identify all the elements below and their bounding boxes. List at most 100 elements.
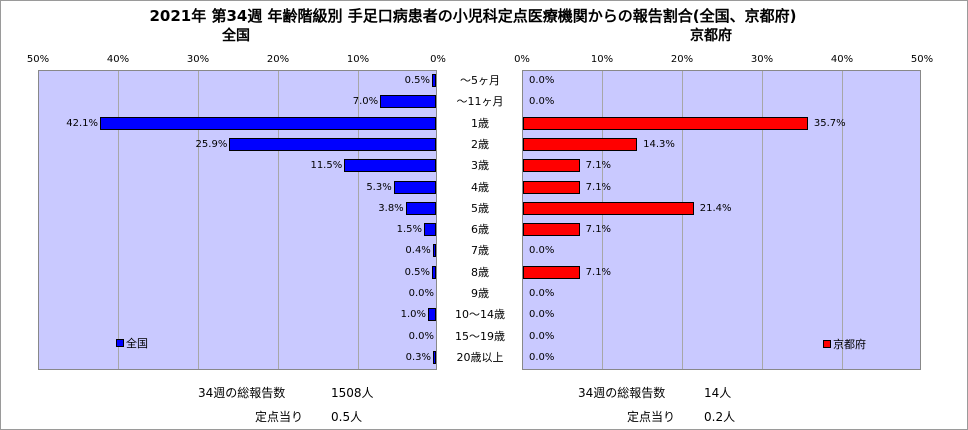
kyoto-gridline [842,71,843,369]
kyoto-bar [523,137,638,151]
age-category-label: 9歳 [471,287,489,300]
national-value-label: 1.5% [396,224,423,236]
national-value-label: 0.3% [405,351,431,363]
age-category-label: ～5ヶ月 [460,74,500,87]
kyoto-value-label: 0.0% [529,330,555,342]
kyoto-per-label: 定点当り [627,410,676,424]
national-value-label: 5.3% [366,181,392,193]
kyoto-per-value: 0.2人 [704,410,736,424]
national-legend: 全国 [116,335,148,351]
national-value-label: 0.0% [408,330,434,342]
kyoto-bar [523,116,808,130]
age-category-label: 7歳 [471,244,489,258]
national-value-label: 11.5% [310,160,343,172]
national-bar [100,116,436,130]
age-category-label: 4歳 [471,180,489,194]
kyoto-legend-label: 京都府 [833,338,866,351]
kyoto-value-label: 35.7% [813,117,846,129]
national-bar [433,350,436,364]
national-legend-swatch [116,339,124,347]
kyoto-gridline [602,71,603,369]
age-category-label: 20歳以上 [456,350,504,364]
kyoto-tick-label: 0% [514,54,530,65]
national-per-label: 定点当り [255,410,304,424]
kyoto-legend-swatch [823,340,831,348]
national-value-label: 25.9% [195,138,228,150]
national-bar [432,265,436,279]
kyoto-tick-label: 40% [830,54,854,65]
kyoto-tick-label: 20% [670,54,694,65]
national-total-value: 1508人 [331,386,374,400]
national-value-label: 0.0% [408,288,434,299]
national-tick-label: 0% [430,54,446,65]
national-bar [229,137,436,151]
age-category-label: 15～19歳 [455,329,505,343]
kyoto-bar [523,223,580,237]
age-category-label: ～11ヶ月 [456,95,504,109]
kyoto-total-label: 34週の総報告数 [578,386,666,400]
national-gridline [278,71,279,369]
kyoto-value-label: 7.1% [585,224,612,236]
kyoto-tick-label: 30% [750,54,774,65]
national-tick-label: 40% [106,54,130,65]
kyoto-legend: 京都府 [823,336,866,352]
age-category-label: 1歳 [471,116,489,130]
kyoto-subtitle: 京都府 [690,28,732,44]
national-bar [432,244,436,258]
national-tick-label: 20% [266,54,290,65]
kyoto-value-label: 0.0% [529,75,555,86]
kyoto-bar [523,159,580,173]
kyoto-value-label: 21.4% [699,202,732,214]
national-total-label: 34週の総報告数 [198,386,286,400]
kyoto-value-label: 0.0% [529,96,555,108]
national-legend-label: 全国 [126,337,148,350]
kyoto-value-label: 7.1% [585,160,612,172]
kyoto-value-label: 14.3% [643,138,675,150]
kyoto-value-label: 0.0% [529,245,555,257]
kyoto-value-label: 7.1% [585,266,612,278]
national-subtitle: 全国 [222,28,250,44]
kyoto-gridline [682,71,683,369]
national-value-label: 42.1% [66,117,99,129]
national-bar [380,95,436,109]
age-category-label: 2歳 [471,137,489,151]
national-value-label: 0.5% [404,75,431,86]
national-value-label: 0.5% [404,266,431,278]
national-value-label: 0.4% [405,245,431,257]
kyoto-tick-label: 50% [910,54,934,65]
national-bar [428,308,436,322]
chart-title: 2021年 第34週 年齢階級別 手足口病患者の小児科定点医療機関からの報告割合… [149,7,797,25]
kyoto-value-label: 0.0% [529,309,555,321]
age-category-label: 10～14歳 [455,308,505,322]
national-bar [405,201,436,215]
national-plot-area [38,70,437,370]
national-bar [344,159,436,173]
kyoto-bar [523,180,580,194]
national-gridline [118,71,119,369]
kyoto-value-label: 0.0% [529,288,555,299]
national-gridline [358,71,359,369]
kyoto-total-value: 14人 [704,386,732,400]
national-gridline [198,71,199,369]
national-tick-label: 50% [26,54,50,65]
kyoto-bar [523,201,694,215]
national-per-value: 0.5人 [331,410,363,424]
age-category-label: 8歳 [471,265,489,279]
national-tick-label: 10% [346,54,370,65]
age-category-label: 6歳 [471,223,489,237]
national-bar [393,180,436,194]
kyoto-value-label: 7.1% [585,181,612,193]
kyoto-tick-label: 10% [590,54,614,65]
national-tick-label: 30% [186,54,210,65]
national-bar [432,74,436,87]
national-value-label: 3.8% [378,202,404,214]
age-category-label: 5歳 [471,201,489,215]
kyoto-gridline [762,71,763,369]
kyoto-plot-area [522,70,921,370]
kyoto-value-label: 0.0% [529,351,555,363]
national-bar [424,223,436,237]
national-value-label: 1.0% [400,309,427,321]
national-value-label: 7.0% [352,96,379,108]
age-category-label: 3歳 [471,159,489,173]
kyoto-bar [523,265,580,279]
